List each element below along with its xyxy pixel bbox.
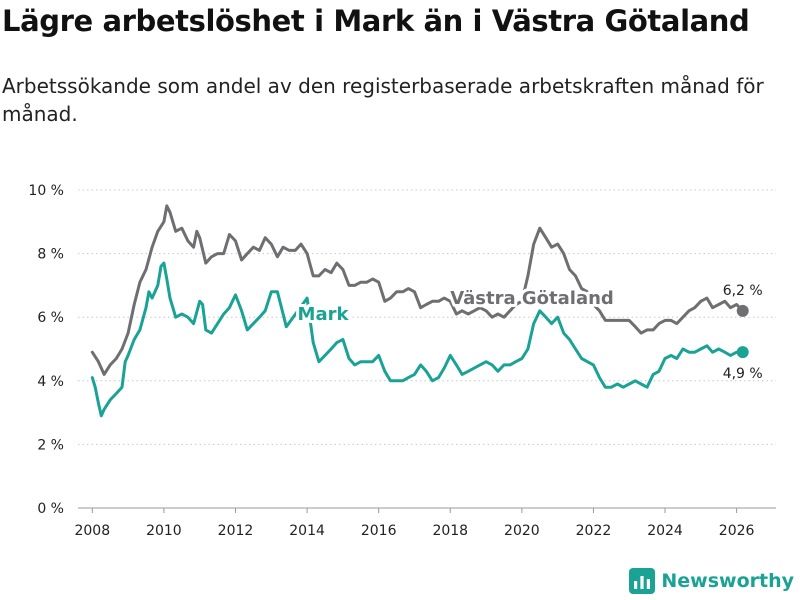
series-label-mark-halo: Mark xyxy=(298,304,350,325)
y-tick-label: 0 % xyxy=(37,501,64,517)
brand-name: Newsworthy xyxy=(661,570,794,592)
chart-title: Lägre arbetslöshet i Mark än i Västra Gö… xyxy=(2,4,750,38)
x-tick-label: 2010 xyxy=(146,523,182,539)
series-label-mark: Mark xyxy=(298,304,350,325)
x-tick-label: 2026 xyxy=(719,523,755,539)
series-line-vastra-gotaland xyxy=(90,204,745,376)
brand-logo: Newsworthy xyxy=(629,568,794,594)
y-tick-label: 4 % xyxy=(37,374,64,390)
end-value-label: 4,9 % xyxy=(723,366,763,382)
x-tick-label: 2012 xyxy=(218,523,254,539)
series-line-mark xyxy=(90,261,745,418)
y-tick-label: 6 % xyxy=(37,310,64,326)
end-value-label: 6,2 % xyxy=(723,283,763,299)
x-tick-label: 2024 xyxy=(647,523,683,539)
x-tick-label: 2018 xyxy=(432,523,468,539)
y-tick-label: 8 % xyxy=(37,247,64,263)
series-label-vastra-gotaland: Västra Götaland xyxy=(450,288,614,309)
y-tick-label: 10 % xyxy=(28,183,64,199)
newsworthy-logo-icon xyxy=(629,568,656,594)
end-marker-vastra-gotaland xyxy=(736,304,749,317)
end-marker-mark xyxy=(736,346,749,359)
x-tick-label: 2022 xyxy=(576,523,612,539)
line-chart: 0 % 2 % 4 % 6 % 8 % 10 % 2008 2010 2012 2014 2016 2… xyxy=(28,183,776,539)
x-tick-label: 2008 xyxy=(74,523,110,539)
chart-subtitle: Arbetssökande som andel av den registerb… xyxy=(2,74,764,126)
x-tick-label: 2016 xyxy=(361,523,397,539)
series-label-vastra-gotaland-halo: Västra Götaland xyxy=(450,288,614,309)
x-tick-label: 2014 xyxy=(289,523,325,539)
x-tick-label: 2020 xyxy=(504,523,540,539)
y-tick-label: 2 % xyxy=(37,437,64,453)
